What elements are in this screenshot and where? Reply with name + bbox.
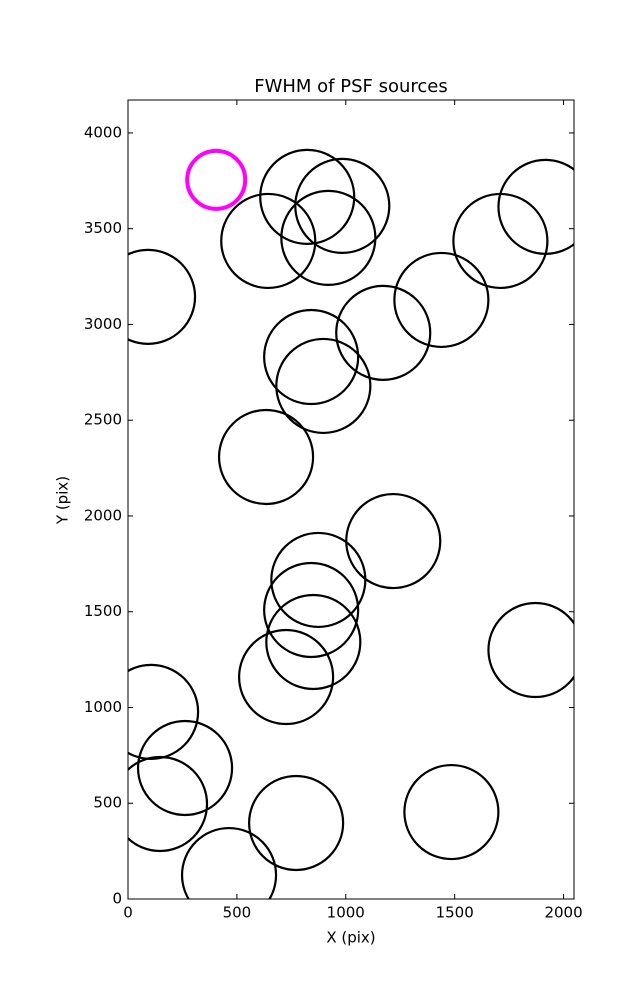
source-circle	[497, 158, 574, 255]
y-tick-label: 500	[93, 794, 122, 812]
source-circle	[393, 251, 490, 349]
x-axis-label: X (pix)	[326, 929, 375, 947]
x-tick-label: 500	[223, 904, 252, 922]
x-tick-label: 1500	[436, 904, 474, 922]
y-tick-label: 3000	[84, 315, 122, 333]
source-circle	[275, 337, 372, 435]
x-tick-label: 0	[123, 904, 133, 922]
y-tick-label: 1000	[84, 698, 122, 716]
source-circle	[217, 408, 315, 506]
plot-area	[128, 148, 574, 899]
source-circle	[263, 561, 360, 659]
y-axis-label: Y (pix)	[54, 476, 72, 525]
y-tick-label: 2000	[84, 506, 122, 524]
y-tick-label: 4000	[84, 123, 122, 141]
y-tick-label: 3500	[84, 219, 122, 237]
y-tick-label: 0	[112, 890, 122, 908]
source-circle	[220, 192, 317, 290]
source-circle	[265, 593, 362, 691]
x-tick-label: 1000	[327, 904, 365, 922]
source-circle	[180, 826, 278, 899]
source-circle	[335, 284, 432, 381]
source-circle	[263, 308, 360, 406]
source-circle	[345, 492, 442, 590]
source-circle	[270, 531, 367, 629]
y-tick-label: 1500	[84, 602, 122, 620]
source-circle	[238, 628, 335, 726]
source-circle	[452, 192, 549, 290]
source-circle	[259, 148, 356, 246]
source-circle	[185, 148, 248, 211]
source-circle	[136, 719, 234, 817]
source-circle	[403, 763, 500, 861]
x-tick-label: 2000	[544, 904, 582, 922]
source-circle	[248, 774, 345, 872]
source-circle	[280, 189, 377, 286]
chart-title: FWHM of PSF sources	[254, 76, 448, 97]
source-circle	[128, 248, 197, 345]
axes-frame	[127, 99, 575, 900]
y-tick-label: 2500	[84, 411, 122, 429]
source-circle	[487, 601, 574, 699]
source-circle	[128, 755, 209, 853]
